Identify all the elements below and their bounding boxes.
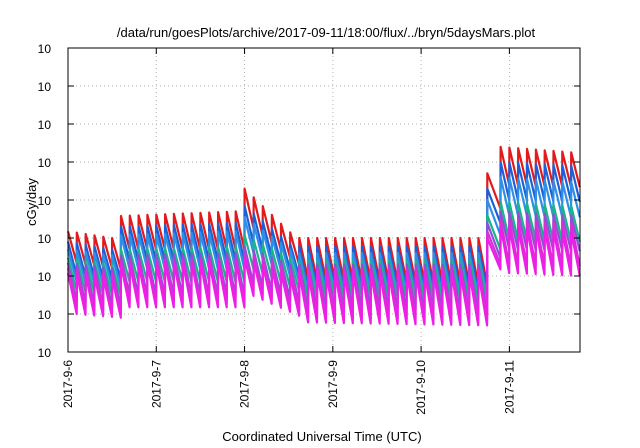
series-line-3 bbox=[66, 176, 581, 297]
series-line-5 bbox=[66, 210, 581, 313]
x-axis: 2017-9-6 2017-9-7 2017-9-8 2017-9-9 2017-9-1… bbox=[61, 48, 516, 415]
x-axis-label: Coordinated Universal Time (UTC) bbox=[222, 429, 421, 444]
x-tick-label: 2017-9-11 bbox=[502, 360, 516, 414]
series-group bbox=[66, 145, 581, 327]
x-tick-label: 2017-9-10 bbox=[414, 360, 428, 415]
x-tick-label: 2017-9-7 bbox=[149, 360, 163, 408]
y-tick-label: 10 bbox=[38, 308, 52, 322]
series-line-7 bbox=[66, 225, 581, 327]
series-line-2 bbox=[66, 160, 581, 293]
y-tick-label: 10 bbox=[38, 346, 52, 360]
series-line-4 bbox=[66, 200, 581, 300]
y-tick-label: 10 bbox=[38, 156, 52, 170]
series-line-1 bbox=[66, 145, 581, 286]
y-tick-label: 10 bbox=[38, 118, 52, 132]
x-tick-label: 2017-9-6 bbox=[61, 360, 75, 408]
y-tick-label: 10 bbox=[38, 80, 52, 94]
y-axis-label: cGy/day bbox=[24, 178, 39, 226]
x-tick-label: 2017-9-8 bbox=[238, 360, 252, 408]
chart-title: /data/run/goesPlots/archive/2017-09-11/1… bbox=[117, 25, 536, 40]
y-tick-label: 10 bbox=[38, 270, 52, 284]
y-tick-label: 10 bbox=[38, 232, 52, 246]
y-tick-label: 10 bbox=[38, 194, 52, 208]
x-tick-label: 2017-9-9 bbox=[326, 360, 340, 408]
y-tick-label: 10 bbox=[38, 42, 52, 56]
y-axis: 10-410-310-210-1100101102103104 bbox=[38, 42, 580, 360]
